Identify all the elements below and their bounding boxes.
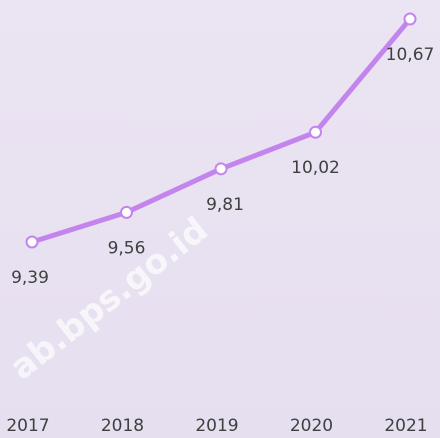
marker bbox=[25, 235, 39, 249]
marker bbox=[403, 12, 417, 26]
x-tick-label: 2020 bbox=[290, 416, 333, 436]
x-tick-label: 2018 bbox=[101, 416, 144, 436]
marker bbox=[309, 125, 322, 139]
x-tick-label: 2017 bbox=[6, 416, 49, 436]
data-label: 9,39 bbox=[11, 268, 49, 288]
x-tick-label: 2021 bbox=[384, 416, 427, 436]
data-label: 10,67 bbox=[386, 45, 435, 65]
x-tick-label: 2019 bbox=[195, 416, 238, 436]
marker bbox=[214, 162, 228, 176]
data-label: 10,02 bbox=[291, 158, 340, 178]
marker bbox=[120, 205, 133, 219]
data-label: 9,81 bbox=[206, 195, 244, 215]
data-label: 9,56 bbox=[108, 238, 146, 258]
